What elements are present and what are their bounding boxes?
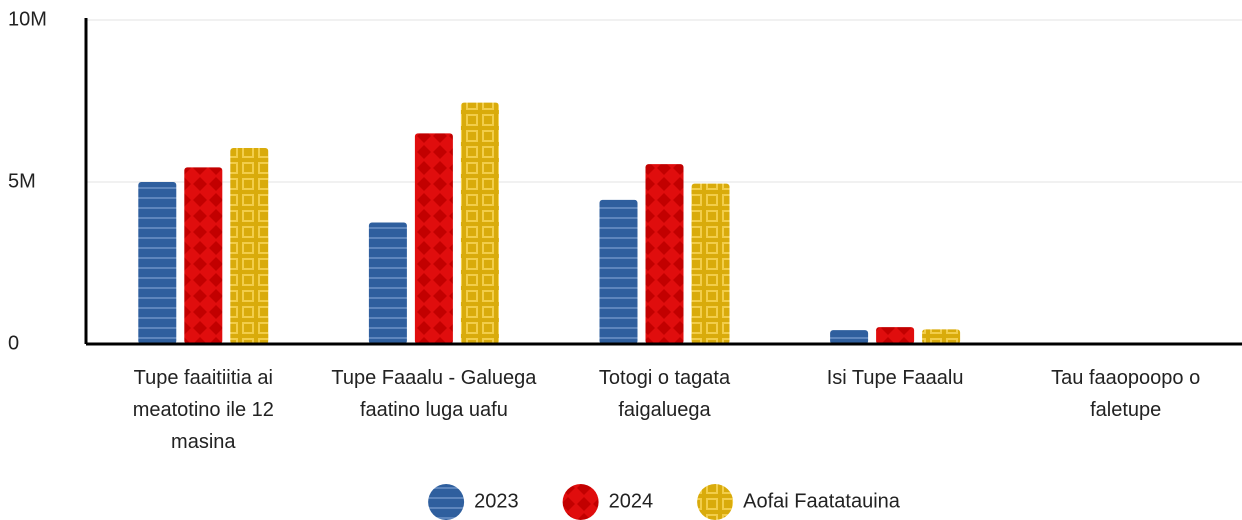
bar bbox=[184, 167, 223, 344]
bar bbox=[599, 199, 638, 344]
x-tick-label: Tupe faaitiitia ai meatotino ile 12 masi… bbox=[132, 367, 274, 453]
x-tick-label: Isi Tupe Faaalu bbox=[826, 367, 964, 389]
legend-swatch bbox=[428, 484, 465, 520]
x-tick-label: Totogi o tagata faigaluega bbox=[598, 367, 731, 421]
legend-label: 2023 bbox=[474, 490, 519, 512]
bar bbox=[138, 182, 177, 344]
y-tick-label: 0 bbox=[8, 332, 19, 354]
bar bbox=[645, 164, 684, 344]
legend-label: 2024 bbox=[609, 490, 654, 512]
x-tick-label: Tupe Faaalu - Galuega faatino luga uafu bbox=[331, 367, 537, 421]
legend-swatch bbox=[562, 484, 599, 520]
bar bbox=[876, 327, 915, 344]
bar bbox=[830, 330, 869, 344]
bar bbox=[414, 133, 453, 344]
bar bbox=[922, 329, 961, 344]
x-tick-label: Tau faaopoopo o faletupe bbox=[1051, 367, 1201, 421]
bar bbox=[691, 183, 730, 344]
legend-swatch bbox=[697, 484, 734, 520]
bar bbox=[460, 102, 499, 345]
y-tick-label: 10M bbox=[8, 8, 47, 30]
bar bbox=[368, 222, 407, 344]
y-tick-label: 5M bbox=[8, 170, 36, 192]
bar bbox=[230, 147, 269, 344]
legend-label: Aofai Faatatauina bbox=[743, 490, 901, 512]
